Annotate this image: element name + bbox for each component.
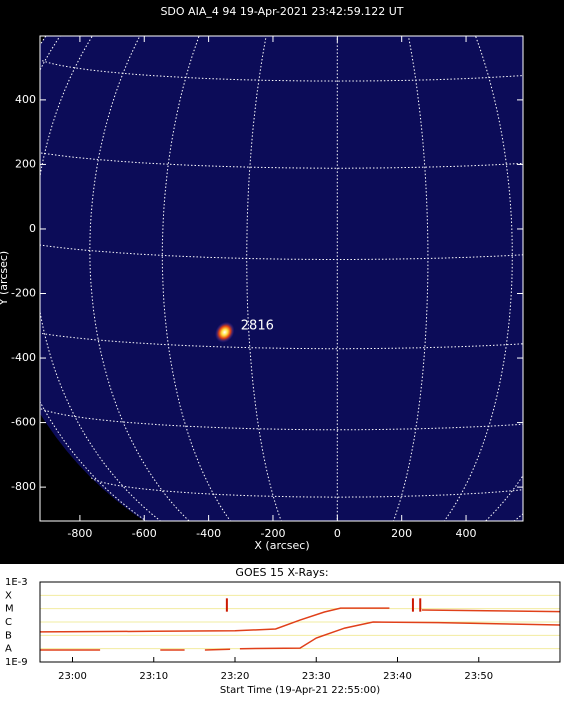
helio-grid [89, 36, 190, 521]
x-tick-label: 23:30 [302, 671, 331, 682]
x-tick-label: 200 [391, 527, 412, 540]
x-tick-label: -200 [260, 527, 285, 540]
x-tick-label: 23:20 [221, 671, 250, 682]
flux-line [40, 621, 561, 651]
y-tick-label: -800 [11, 480, 36, 493]
y-tick-label: 0 [29, 222, 36, 235]
x-tick-label: -800 [67, 527, 92, 540]
x-tick-label: 0 [334, 527, 341, 540]
x-tick-label: 23:40 [383, 671, 412, 682]
flare-source [215, 321, 235, 343]
solar-disk [40, 36, 523, 521]
sun-disk [40, 36, 523, 521]
y-tick-label: 1E-3 [5, 577, 28, 588]
y-tick-label: M [5, 604, 14, 615]
x-tick-label: 23:50 [464, 671, 493, 682]
x-tick-label: 400 [456, 527, 477, 540]
y-axis-label: Y (arcsec) [0, 251, 10, 306]
y-tick-label: 200 [15, 157, 36, 170]
x-tick-label: -400 [196, 527, 221, 540]
goes-x-label: Start Time (19-Apr-21 22:55:00) [220, 685, 380, 696]
x-tick-label: 23:00 [58, 671, 87, 682]
annotation: 2816 [241, 318, 274, 333]
x-axis-label: X (arcsec) [254, 539, 309, 552]
helio-grid [90, 477, 523, 498]
y-tick-label: B [5, 630, 12, 641]
helio-grid [40, 407, 523, 431]
y-tick-label: -600 [11, 416, 36, 429]
x-tick-label: 23:10 [139, 671, 168, 682]
x-tick-label: -600 [132, 527, 157, 540]
y-tick-label: X [5, 590, 12, 601]
image-title: SDO AIA_4 94 19-Apr-2021 23:42:59.122 UT [160, 5, 403, 18]
y-tick-label: -400 [11, 351, 36, 364]
flux-line [39, 607, 561, 633]
goes-frame [39, 581, 561, 663]
helio-grid [40, 36, 162, 521]
plot-frame [39, 35, 524, 522]
y-tick-label: -200 [11, 287, 36, 300]
goes-title: GOES 15 X-Rays: [235, 566, 328, 579]
y-tick-label: 400 [15, 93, 36, 106]
y-tick-label: C [5, 617, 12, 628]
y-tick-label: A [5, 644, 12, 655]
y-tick-label: 1E-9 [5, 657, 28, 668]
